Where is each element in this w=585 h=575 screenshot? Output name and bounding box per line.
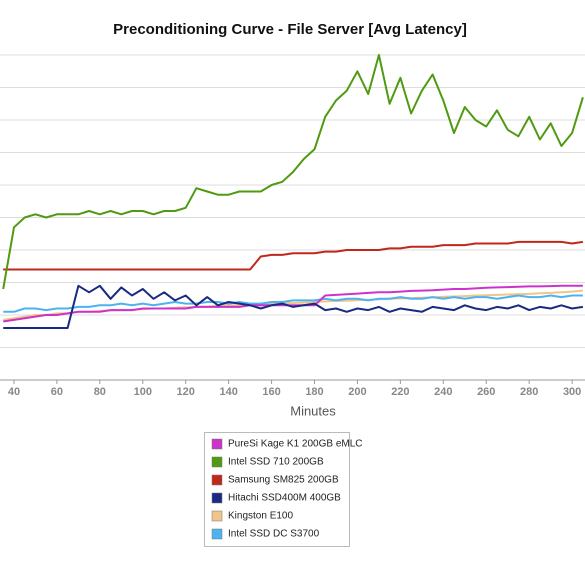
x-tick-label: 280 xyxy=(520,386,538,398)
series-line xyxy=(3,284,583,323)
series-line xyxy=(3,284,584,329)
x-tick-label: 260 xyxy=(477,386,495,398)
legend-label: Hitachi SSD400M 400GB xyxy=(228,493,341,504)
legend-label: Samsung SM825 200GB xyxy=(228,475,339,486)
legend-label: Intel SSD DC S3700 xyxy=(228,529,320,540)
x-tick-label: 140 xyxy=(219,386,237,398)
legend-swatch xyxy=(211,510,223,522)
legend-swatch xyxy=(211,438,223,450)
x-tick-label: 240 xyxy=(434,386,452,398)
legend-label: Intel SSD 710 200GB xyxy=(228,457,324,468)
x-tick-label: 40 xyxy=(8,386,20,398)
x-tick-label: 200 xyxy=(348,386,366,398)
x-tick-label: 300 xyxy=(563,386,581,398)
series-line xyxy=(3,240,584,271)
series-line xyxy=(2,54,584,290)
legend-label: PureSi Kage K1 200GB eMLC xyxy=(228,439,363,450)
x-tick-label: 60 xyxy=(51,386,63,398)
legend-swatch xyxy=(211,492,223,504)
x-tick-label: 120 xyxy=(177,386,195,398)
x-tick-label: 220 xyxy=(391,386,409,398)
x-tick-label: 180 xyxy=(305,386,323,398)
legend-label: Kingston E100 xyxy=(228,511,293,522)
x-tick-label: 160 xyxy=(262,386,280,398)
chart-title: Preconditioning Curve - File Server [Avg… xyxy=(113,21,467,38)
legend-box xyxy=(204,432,350,547)
x-axis-label: Minutes xyxy=(290,403,336,418)
series-line xyxy=(3,294,583,313)
legend-swatch xyxy=(211,456,223,468)
x-tick-label: 100 xyxy=(134,386,152,398)
legend-swatch xyxy=(211,474,223,486)
legend-swatch xyxy=(211,528,223,540)
x-tick-label: 80 xyxy=(94,386,106,398)
